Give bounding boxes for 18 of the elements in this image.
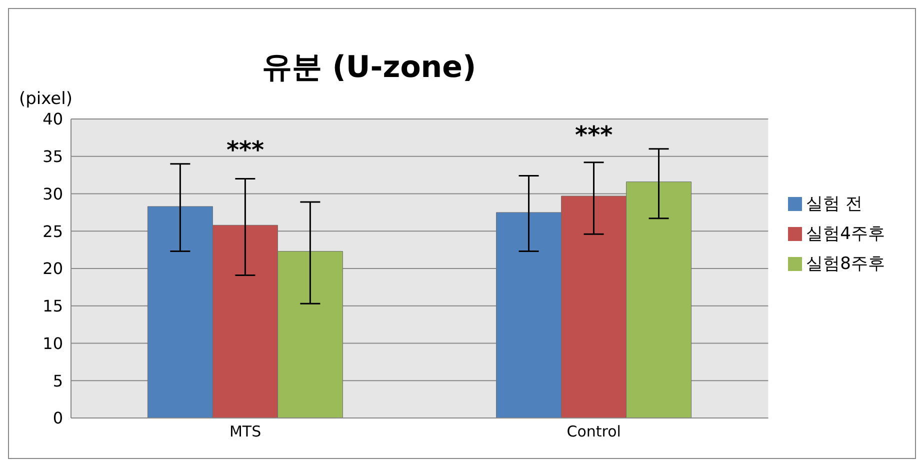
y-tick-label: 0 <box>52 408 63 428</box>
chart-title: 유분 (U-zone) <box>260 49 478 87</box>
y-tick-label: 30 <box>42 184 63 204</box>
x-tick-label: Control <box>566 422 621 441</box>
y-tick-label: 5 <box>52 371 63 390</box>
y-axis-title: (pixel) <box>19 89 72 109</box>
y-tick-label: 40 <box>42 110 63 129</box>
y-tick-label: 10 <box>42 334 63 353</box>
y-tick-label: 15 <box>42 296 63 316</box>
legend-label: 실험 전 <box>806 194 863 214</box>
y-tick-label: 20 <box>42 259 63 278</box>
legend-label: 실험4주후 <box>806 224 885 244</box>
y-tick-label: 25 <box>42 222 63 241</box>
annotation: *** <box>575 120 614 149</box>
legend-label: 실험8주후 <box>806 254 885 274</box>
annotation: *** <box>226 136 265 164</box>
y-tick-label: 35 <box>42 147 63 166</box>
x-tick-label: MTS <box>229 422 262 441</box>
